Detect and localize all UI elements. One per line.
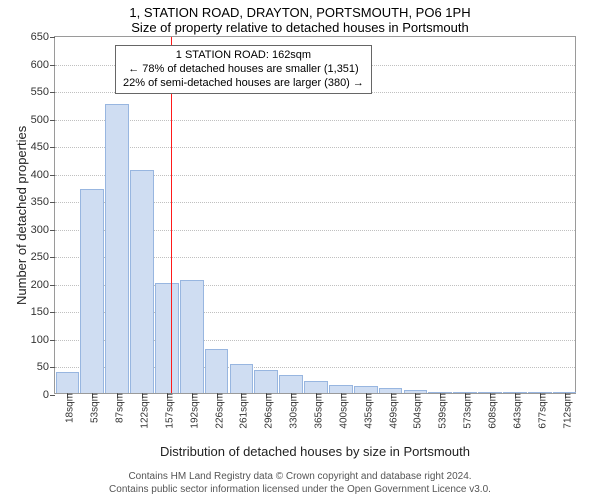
callout-line1: 1 STATION ROAD: 162sqm [123,49,364,63]
y-tick-label: 0 [15,389,49,401]
y-tick [50,65,55,66]
y-tick [50,312,55,313]
x-tick-label: 53sqm [84,393,101,423]
x-tick-label: 400sqm [332,393,349,429]
y-tick [50,175,55,176]
x-tick-label: 18sqm [59,393,76,423]
y-tick-label: 650 [15,31,49,43]
x-tick-label: 573sqm [457,393,474,429]
x-tick-label: 608sqm [482,393,499,429]
y-tick-label: 50 [15,361,49,373]
bar [205,349,229,393]
x-tick-label: 435sqm [357,393,374,429]
y-tick [50,92,55,93]
x-tick-label: 504sqm [407,393,424,429]
x-tick-label: 712sqm [556,393,573,429]
x-tick-label: 296sqm [258,393,275,429]
bar [230,364,254,393]
bar [329,385,353,393]
chart-title-block: 1, STATION ROAD, DRAYTON, PORTSMOUTH, PO… [0,0,600,35]
x-tick-label: 469sqm [382,393,399,429]
footer: Contains HM Land Registry data © Crown c… [0,471,600,496]
bar [155,283,179,393]
footer-line-2: Contains public sector information licen… [0,484,600,497]
bar [105,104,129,393]
x-tick-label: 226sqm [208,393,225,429]
x-tick-label: 539sqm [432,393,449,429]
bar [130,170,154,393]
y-axis-label: Number of detached properties [14,126,29,305]
x-tick-label: 677sqm [531,393,548,429]
bar [254,370,278,393]
y-tick [50,340,55,341]
x-axis-label: Distribution of detached houses by size … [54,444,576,459]
x-tick-label: 330sqm [283,393,300,429]
y-tick-label: 150 [15,306,49,318]
x-tick-label: 192sqm [183,393,200,429]
plot-area: 0501001502002503003504004505005506006501… [54,36,576,394]
y-tick [50,395,55,396]
callout-line2: ← 78% of detached houses are smaller (1,… [123,63,364,77]
chart-title: 1, STATION ROAD, DRAYTON, PORTSMOUTH, PO… [0,5,600,20]
x-tick-label: 261sqm [233,393,250,429]
y-tick [50,230,55,231]
callout-line3: 22% of semi-detached houses are larger (… [123,77,364,91]
chart-subtitle: Size of property relative to detached ho… [0,20,600,35]
callout-box: 1 STATION ROAD: 162sqm← 78% of detached … [115,45,372,94]
x-tick-label: 643sqm [506,393,523,429]
y-tick [50,147,55,148]
y-tick [50,202,55,203]
x-tick-label: 365sqm [308,393,325,429]
bar [304,381,328,393]
y-tick-label: 500 [15,114,49,126]
y-tick-label: 550 [15,86,49,98]
y-tick [50,367,55,368]
bar [279,375,303,393]
x-tick-label: 157sqm [158,393,175,429]
y-tick [50,37,55,38]
y-tick [50,257,55,258]
gridline [55,147,575,148]
y-tick-label: 100 [15,334,49,346]
y-tick [50,285,55,286]
bar [56,372,80,393]
gridline [55,120,575,121]
y-tick [50,120,55,121]
footer-line-1: Contains HM Land Registry data © Crown c… [0,471,600,484]
bar [180,280,204,393]
x-tick-label: 87sqm [109,393,126,423]
bar [354,386,378,393]
x-tick-label: 122sqm [134,393,151,429]
bar [80,189,104,393]
y-tick-label: 600 [15,59,49,71]
